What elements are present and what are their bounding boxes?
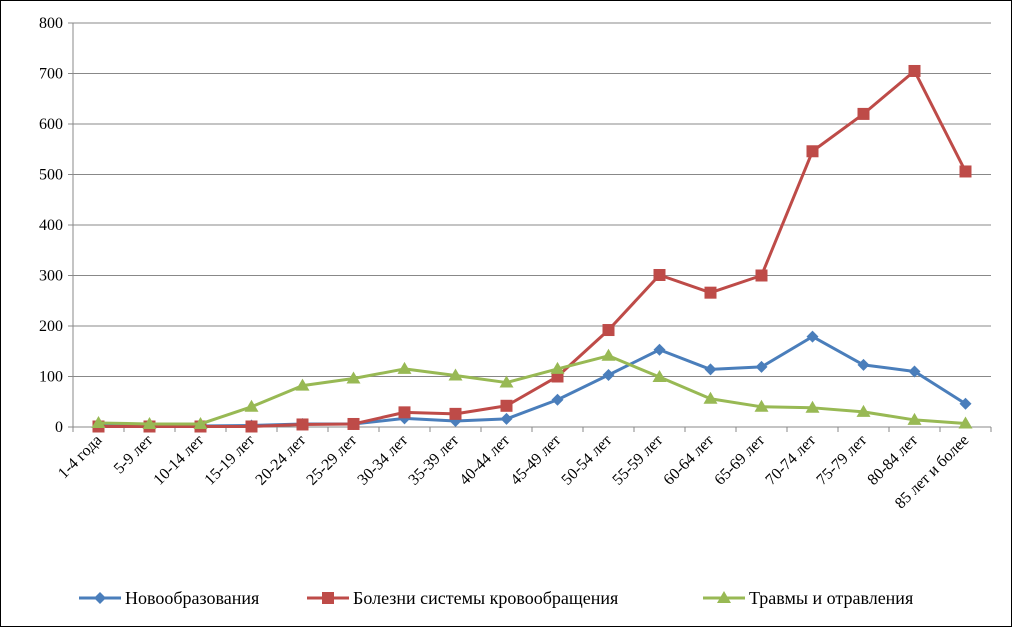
series-3 [91, 348, 973, 429]
data-point [856, 404, 871, 417]
data-point [857, 358, 870, 371]
data-point [908, 365, 921, 378]
data-point [347, 417, 360, 430]
x-tick-label: 60-64 лет [660, 432, 717, 489]
data-point [806, 145, 819, 158]
data-point [704, 363, 717, 376]
legend-label: Травмы и отравления [749, 588, 913, 608]
x-tick-label: 30-34 лет [354, 432, 411, 489]
series-lines [91, 64, 973, 433]
data-point [907, 412, 922, 425]
x-tick-label: 20-24 лет [252, 432, 309, 489]
data-point [958, 416, 973, 429]
data-point [602, 368, 615, 381]
y-tick-label: 300 [39, 268, 63, 285]
data-point [193, 416, 208, 429]
x-tick-label: 45-49 лет [507, 432, 564, 489]
y-tick-labels: 0 100 200 300 400 500 600 700 800 [39, 15, 63, 436]
data-point [91, 415, 106, 428]
data-point [346, 371, 361, 384]
y-tick-label: 700 [39, 66, 63, 83]
data-point [397, 361, 412, 374]
data-point [805, 400, 820, 413]
y-tick-label: 400 [39, 217, 63, 234]
data-point [322, 592, 334, 604]
data-point [754, 399, 769, 412]
x-tick-label: 1-4 года [55, 432, 105, 482]
y-tick-label: 200 [39, 318, 63, 335]
x-tick-label: 65-69 лет [711, 432, 768, 489]
x-tick-label: 70-74 лет [762, 432, 819, 489]
gridlines [73, 22, 991, 377]
data-point [717, 591, 731, 603]
y-tick-label: 100 [39, 369, 63, 386]
series-2 [92, 64, 972, 433]
data-point [142, 416, 157, 429]
data-point [755, 360, 768, 373]
data-point [602, 324, 615, 337]
axes [68, 22, 992, 432]
series-line [98, 354, 966, 426]
x-tick-label: 75-79 лет [813, 432, 870, 489]
x-tick-label: 50-54 лет [558, 432, 615, 489]
series-line [98, 335, 967, 428]
data-point [398, 406, 411, 419]
y-tick-label: 600 [39, 116, 63, 133]
data-point [601, 348, 616, 361]
data-point [551, 393, 564, 406]
x-tick-label: 55-59 лет [609, 432, 666, 489]
x-tick-label: 10-14 лет [150, 432, 207, 489]
y-tick-label: 800 [39, 15, 63, 32]
x-tick-label: 25-29 лет [303, 432, 360, 489]
data-point [449, 407, 462, 420]
legend-item-1: Новообразования [79, 588, 259, 608]
x-tick-label: 40-44 лет [456, 432, 513, 489]
data-point [806, 330, 819, 343]
data-point [499, 375, 514, 388]
data-point [908, 64, 921, 77]
data-point [653, 343, 666, 356]
data-point [653, 268, 666, 281]
data-point [244, 399, 259, 412]
legend: Новообразования Болезни системы кровообра… [79, 588, 913, 608]
data-point [959, 397, 972, 410]
data-point [245, 420, 258, 433]
data-point [500, 412, 513, 425]
data-point [857, 107, 870, 120]
y-tick-label: 0 [55, 419, 63, 436]
x-tick-label: 15-19 лет [201, 432, 258, 489]
data-point [296, 418, 309, 431]
series-line [98, 69, 967, 428]
data-point [704, 286, 717, 299]
data-point [500, 399, 513, 412]
legend-item-2: Болезни системы кровообращения [307, 588, 618, 608]
legend-item-3: Травмы и отравления [703, 588, 913, 608]
data-point [448, 368, 463, 381]
data-point [959, 165, 972, 178]
data-point [652, 370, 667, 383]
data-point [94, 592, 106, 604]
data-point [755, 269, 768, 282]
x-tick-label: 5-9 лет [111, 432, 157, 478]
y-tick-label: 500 [39, 167, 63, 184]
data-point [550, 361, 565, 374]
legend-label: Болезни системы кровообращения [353, 588, 618, 608]
legend-label: Новообразования [125, 588, 259, 608]
data-point [703, 391, 718, 404]
data-point [295, 378, 310, 391]
x-tick-label: 35-39 лет [405, 432, 462, 489]
